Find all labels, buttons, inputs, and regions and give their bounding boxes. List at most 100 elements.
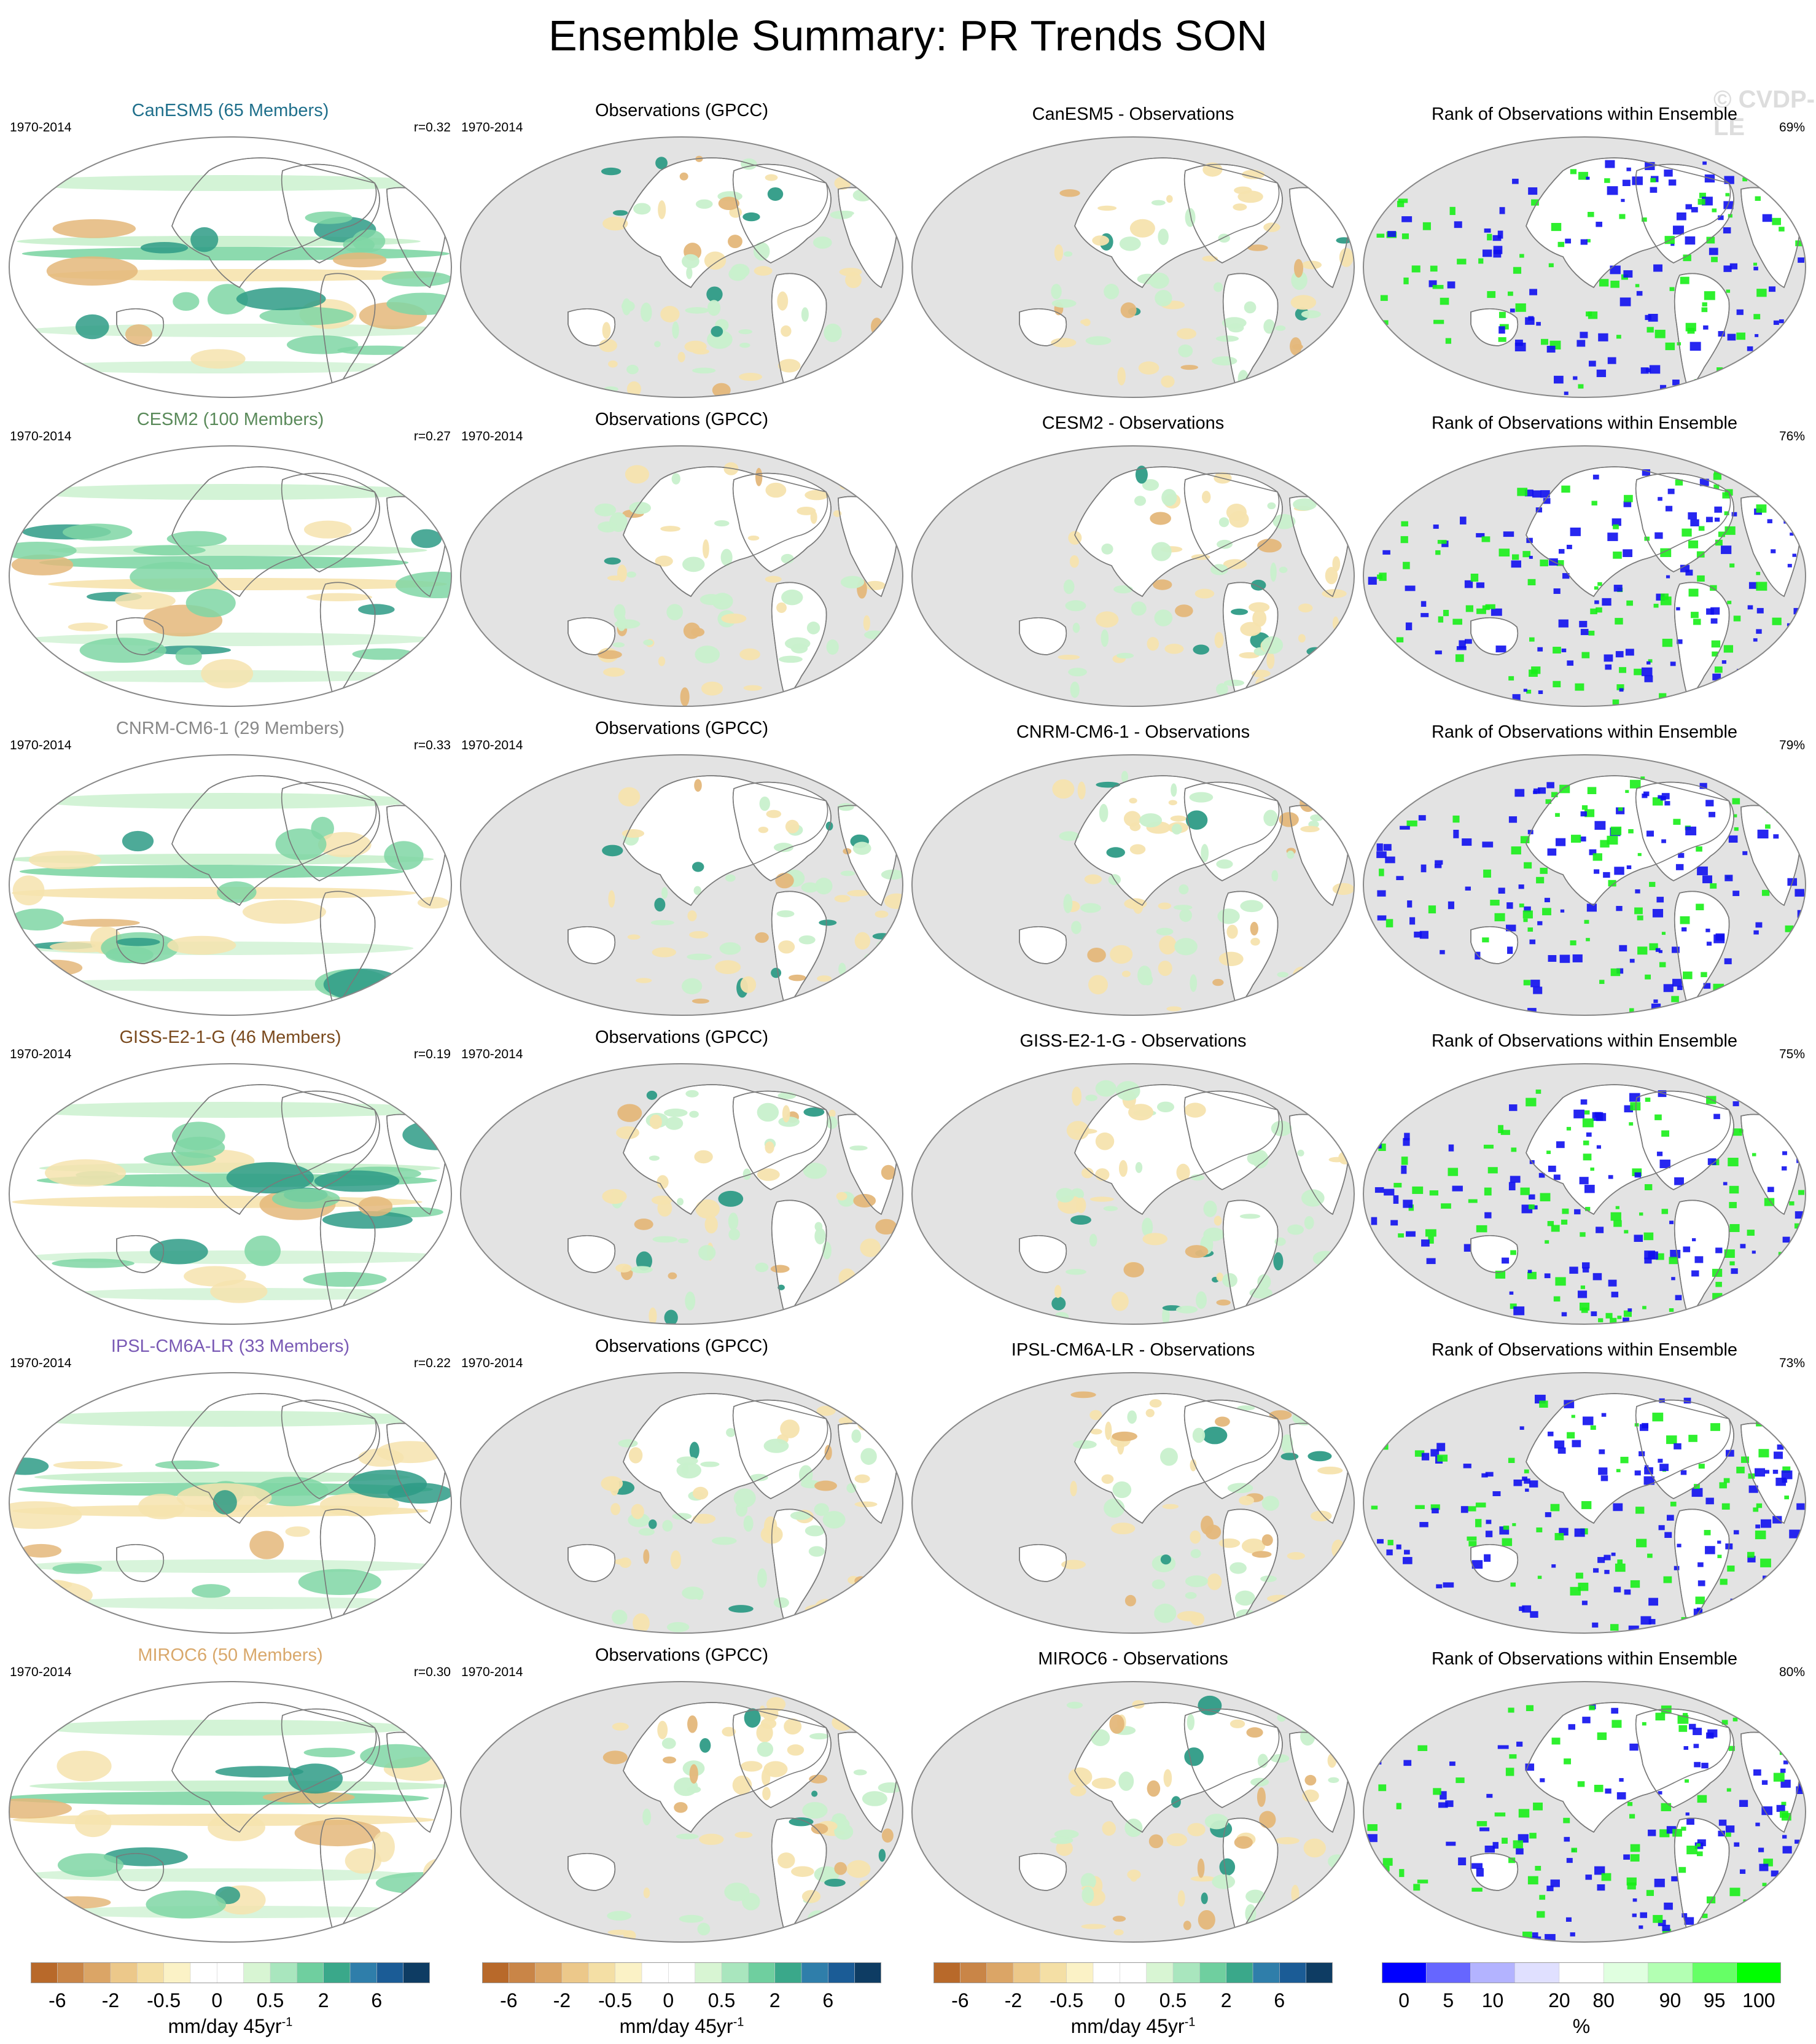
rank-cell bbox=[1635, 889, 1640, 894]
coastline-namerica bbox=[1635, 163, 1734, 263]
globe-outline bbox=[460, 445, 903, 707]
rank-cell bbox=[1627, 1801, 1633, 1806]
panel-rank: Rank of Observations within Ensemble 69% bbox=[1360, 98, 1809, 405]
rank-cell bbox=[1675, 1295, 1682, 1301]
trend-blob bbox=[1159, 1448, 1178, 1466]
trend-blob bbox=[692, 1513, 716, 1524]
rank-cell bbox=[1729, 563, 1735, 568]
trend-blob bbox=[1101, 1474, 1114, 1484]
trend-blob bbox=[1179, 908, 1193, 923]
trend-blob bbox=[1128, 1104, 1154, 1121]
rank-cell bbox=[1616, 1469, 1621, 1473]
trend-blob bbox=[1089, 1233, 1097, 1247]
trend-blob bbox=[1158, 902, 1172, 910]
trend-blob bbox=[876, 940, 889, 954]
rank-cell bbox=[1733, 1530, 1739, 1535]
rank-cell bbox=[1799, 1134, 1806, 1141]
trend-blob bbox=[175, 647, 202, 665]
rank-cell bbox=[1709, 248, 1718, 256]
rank-cell bbox=[1454, 221, 1462, 228]
rank-cell bbox=[1581, 1501, 1592, 1510]
trend-blob bbox=[814, 1222, 823, 1231]
rank-title: Rank of Observations within Ensemble bbox=[1431, 1340, 1738, 1360]
trend-blob bbox=[1194, 588, 1215, 599]
rank-cell bbox=[1626, 865, 1632, 870]
rank-cell bbox=[1432, 1508, 1439, 1514]
trend-blob bbox=[855, 366, 872, 375]
trend-blob bbox=[138, 1494, 185, 1519]
rank-cell bbox=[1619, 1778, 1624, 1782]
trend-blob bbox=[1303, 367, 1323, 375]
rank-cell bbox=[1575, 1572, 1583, 1579]
trend-blob bbox=[607, 575, 623, 581]
rank-cell bbox=[1755, 1524, 1761, 1529]
map-rank bbox=[1363, 754, 1806, 1016]
rank-cell bbox=[1478, 258, 1484, 264]
rank-cell bbox=[1426, 1258, 1436, 1265]
rank-cell bbox=[1782, 1166, 1787, 1171]
trend-blob bbox=[1176, 1163, 1190, 1181]
trend-blob bbox=[24, 1579, 72, 1590]
trend-blob bbox=[1271, 870, 1279, 882]
trend-blob bbox=[704, 251, 727, 270]
rank-cell bbox=[1670, 243, 1675, 246]
rank-cell bbox=[1370, 953, 1377, 959]
rank-cell bbox=[1769, 286, 1776, 292]
trend-blob bbox=[1127, 1869, 1141, 1880]
coastline-asia bbox=[1526, 1702, 1731, 1833]
trend-blob bbox=[861, 1273, 883, 1282]
trend-blob bbox=[649, 1307, 657, 1324]
rank-cell bbox=[1629, 1814, 1635, 1819]
colorbar-swatch bbox=[1306, 1962, 1333, 1983]
trend-band bbox=[19, 865, 405, 878]
rank-cell bbox=[1670, 661, 1676, 666]
trend-blob bbox=[874, 963, 892, 976]
trend-blob bbox=[10, 908, 64, 930]
rank-cell bbox=[1554, 375, 1564, 384]
rank-title: Rank of Observations within Ensemble bbox=[1431, 104, 1738, 124]
rank-cell bbox=[1593, 1568, 1599, 1573]
rank-cell bbox=[1511, 554, 1519, 560]
trend-blob bbox=[1102, 1821, 1116, 1836]
rank-cell bbox=[1769, 970, 1775, 974]
rank-cell bbox=[1742, 177, 1748, 182]
rank-cell bbox=[1393, 1182, 1402, 1188]
rank-cell bbox=[1723, 227, 1731, 234]
rank-cell bbox=[1724, 1086, 1732, 1093]
rank-cell bbox=[1490, 899, 1500, 906]
rank-cell bbox=[1758, 1847, 1764, 1852]
map-diff bbox=[911, 754, 1355, 1016]
trend-blob bbox=[1166, 195, 1173, 203]
rank-cell bbox=[1731, 1290, 1741, 1298]
rank-cell bbox=[1756, 629, 1762, 634]
trend-blob bbox=[1307, 1451, 1332, 1462]
rank-cell bbox=[1428, 1236, 1434, 1244]
rank-cell bbox=[1526, 1098, 1537, 1107]
trend-blob bbox=[1259, 1811, 1276, 1828]
rank-cell bbox=[1582, 1267, 1589, 1273]
trend-blob bbox=[125, 324, 152, 345]
rank-cell bbox=[1765, 824, 1771, 829]
trend-blob bbox=[819, 919, 837, 926]
rank-cell bbox=[1481, 1473, 1488, 1478]
coastline-australia bbox=[1019, 1235, 1067, 1273]
trend-blob bbox=[294, 1819, 381, 1847]
rank-cell bbox=[1673, 819, 1681, 825]
trend-blob bbox=[1198, 1909, 1215, 1930]
trend-blob bbox=[649, 1519, 657, 1529]
colorbar-tick-label: 0 bbox=[211, 1989, 223, 2011]
rank-cell bbox=[1584, 1110, 1590, 1115]
rank-cell bbox=[1642, 1722, 1646, 1726]
trend-blob bbox=[763, 1516, 777, 1536]
trend-blob bbox=[1119, 236, 1141, 251]
colorbar-swatch bbox=[1382, 1962, 1427, 1983]
colorbar-swatch bbox=[1172, 1962, 1201, 1983]
trend-blob bbox=[657, 1175, 669, 1189]
trend-blob bbox=[360, 1744, 432, 1768]
rank-cell bbox=[1540, 490, 1550, 498]
trend-blob bbox=[1192, 1427, 1206, 1443]
rank-cell bbox=[1491, 608, 1502, 616]
trend-blob bbox=[628, 1447, 643, 1464]
rank-cell bbox=[1615, 618, 1623, 625]
trend-blob bbox=[1138, 361, 1159, 375]
